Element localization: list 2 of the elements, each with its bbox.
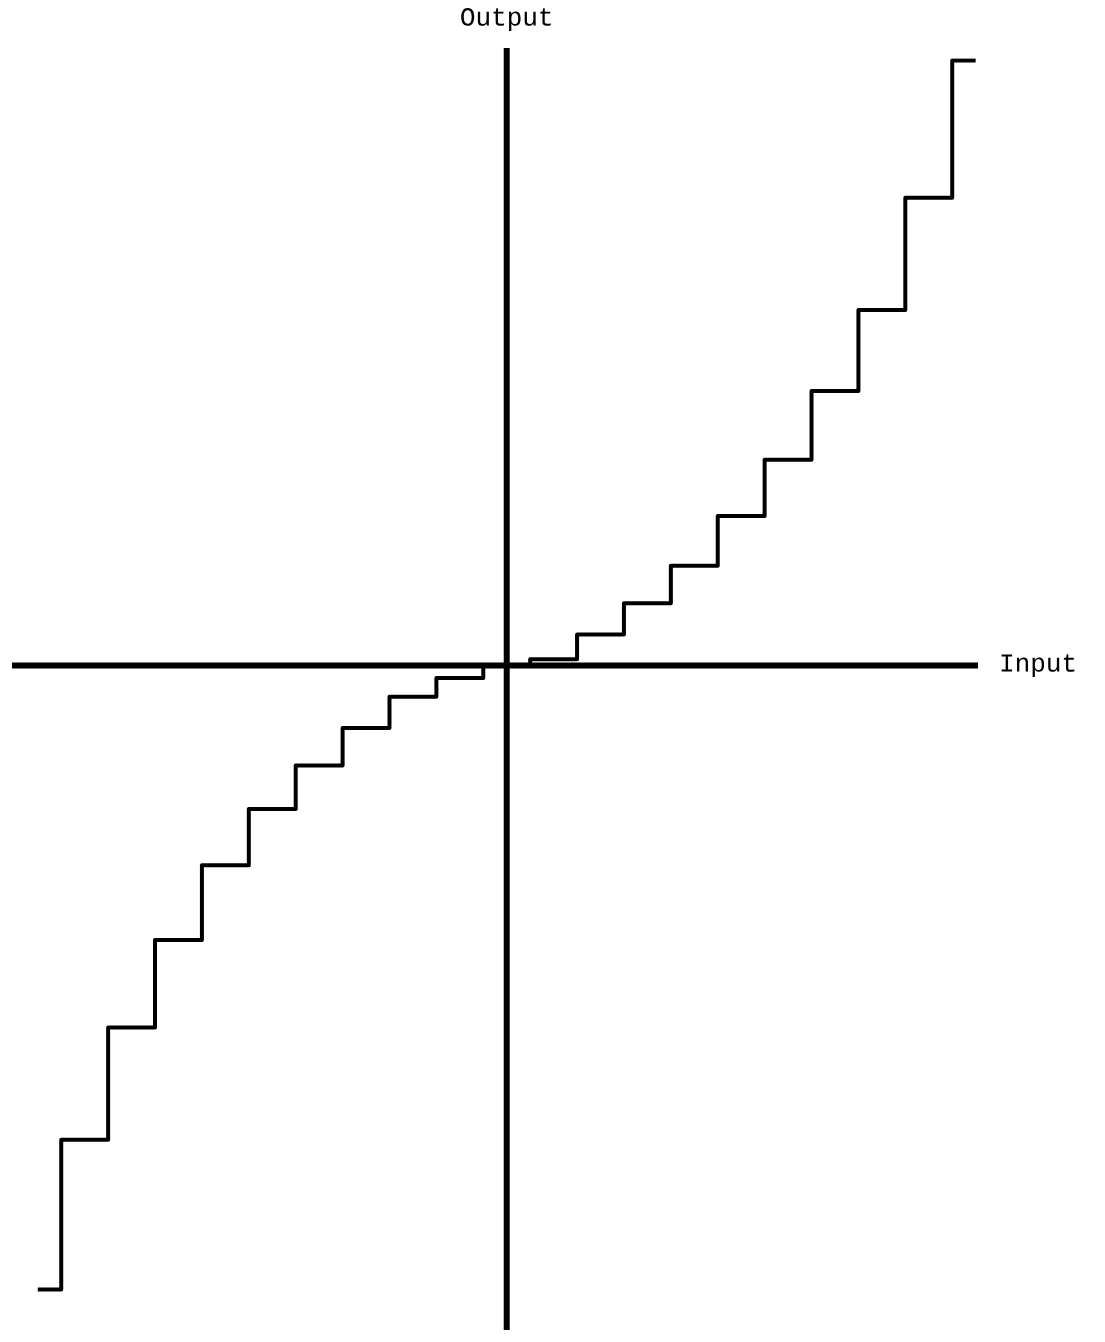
y-axis-title: Output [461, 8, 551, 31]
x-axis-title: Input [1001, 654, 1075, 677]
